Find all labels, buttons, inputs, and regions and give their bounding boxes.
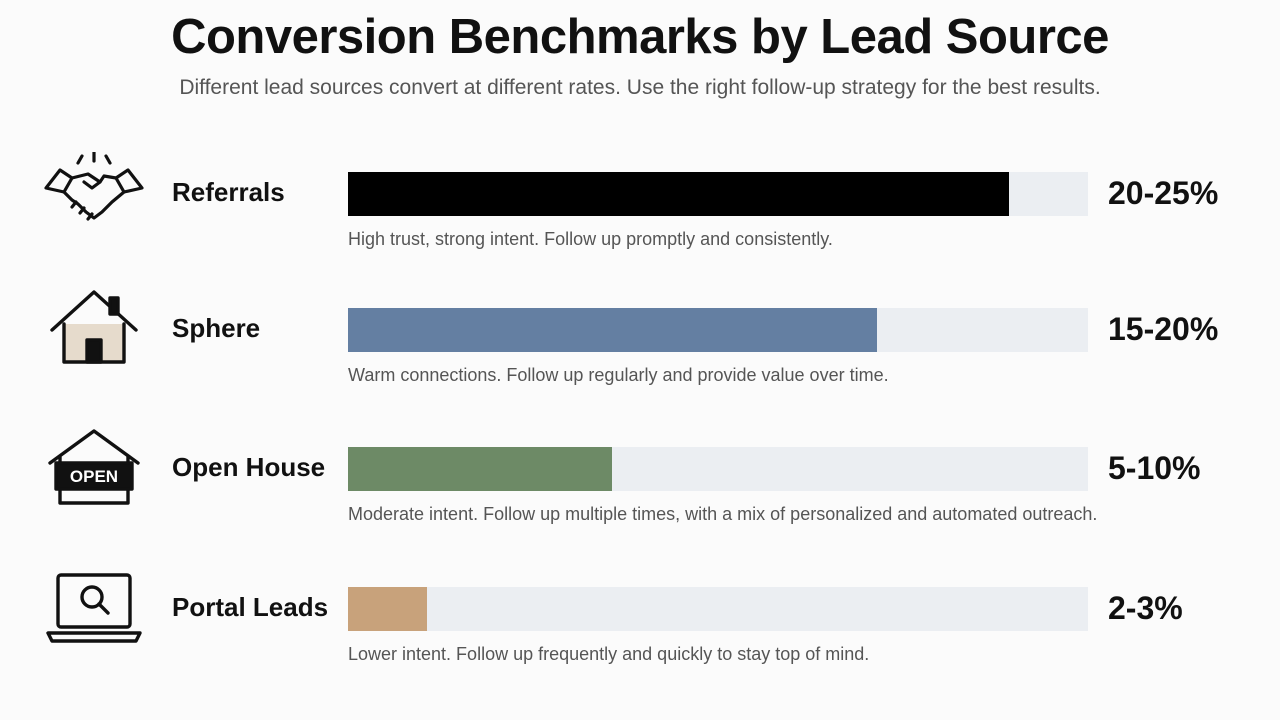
- bar-value-sphere: 15-20%: [1108, 311, 1219, 347]
- bar-row-open-house: OPEN Open House 5-10% Moderate intent. F…: [0, 429, 1280, 547]
- bar-label-portal-leads: Portal Leads: [172, 592, 329, 622]
- house-icon: [42, 288, 146, 368]
- chart-subtitle: Different lead sources convert at differ…: [179, 76, 1101, 99]
- bar-sphere: [348, 308, 877, 352]
- bar-note-open-house: Moderate intent. Follow up multiple time…: [348, 504, 1098, 524]
- bar-label-referrals: Referrals: [172, 177, 285, 207]
- bar-row-sphere: Sphere 15-20% Warm connections. Follow u…: [0, 290, 1280, 408]
- bar-value-referrals: 20-25%: [1108, 175, 1219, 211]
- open-sign-text: OPEN: [70, 467, 118, 486]
- bar-track-referrals: [348, 172, 1088, 216]
- bar-row-portal-leads: Portal Leads 2-3% Lower intent. Follow u…: [0, 573, 1280, 687]
- bar-portal-leads: [348, 587, 428, 631]
- bar-value-open-house: 5-10%: [1108, 450, 1201, 486]
- bar-value-portal-leads: 2-3%: [1108, 590, 1183, 626]
- bar-label-sphere: Sphere: [172, 313, 261, 343]
- chart-title: Conversion Benchmarks by Lead Source: [171, 10, 1109, 64]
- bar-open-house: [348, 447, 613, 491]
- open-house-sign-icon: OPEN: [42, 427, 146, 507]
- bar-track-sphere: [348, 308, 1088, 352]
- bar-note-referrals: High trust, strong intent. Follow up pro…: [348, 229, 833, 249]
- bar-label-open-house: Open House: [172, 452, 326, 482]
- laptop-search-icon: [42, 567, 146, 647]
- bar-row-referrals: Referrals 20-25% High trust, strong inte…: [0, 152, 1280, 272]
- bar-referrals: [348, 172, 1009, 216]
- bar-note-portal-leads: Lower intent. Follow up frequently and q…: [348, 644, 870, 664]
- bar-note-sphere: Warm connections. Follow up regularly an…: [348, 365, 889, 385]
- handshake-icon: [42, 152, 146, 232]
- bar-track-portal-leads: [348, 587, 1088, 631]
- bar-track-open-house: [348, 447, 1088, 491]
